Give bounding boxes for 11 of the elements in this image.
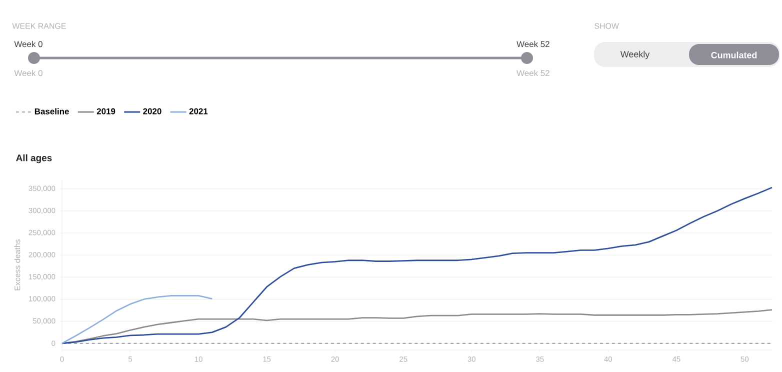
text: Week 52 [516,70,550,76]
text: Week 0 [14,40,42,48]
legend-label: 2019 [96,108,116,114]
text: Cumulated [711,52,757,58]
text: Weekly [620,50,650,60]
legend-label: Baseline [34,108,69,114]
text: Week 0 [14,70,42,76]
text: Week 52 [516,40,550,48]
chart-title: All ages [16,154,52,164]
legend-label: 2021 [189,108,208,114]
legend-label: 2020 [143,108,162,114]
